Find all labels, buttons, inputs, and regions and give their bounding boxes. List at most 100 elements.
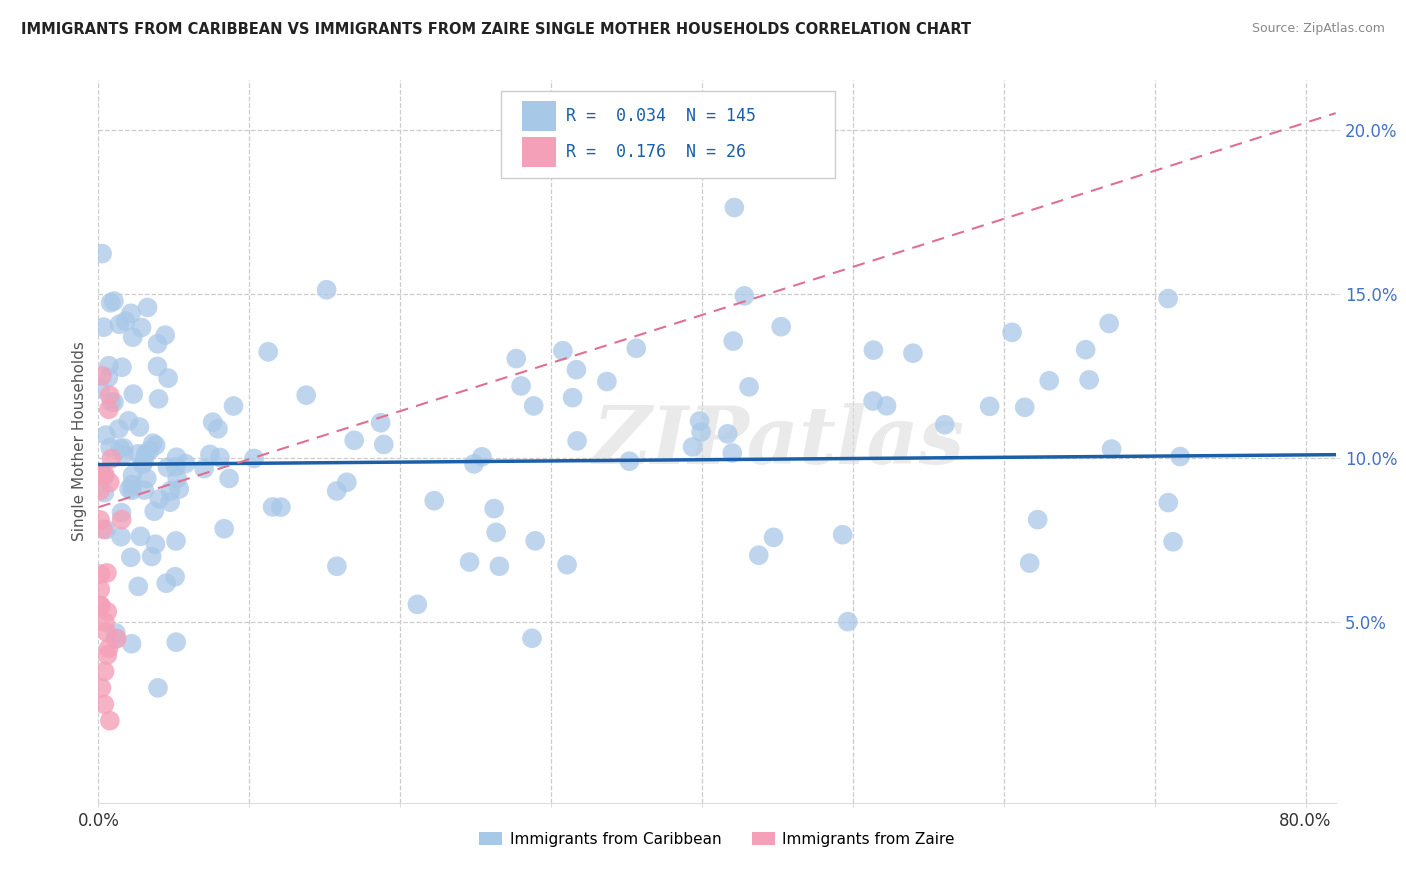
Point — [122, 387, 145, 401]
Point — [1026, 513, 1049, 527]
Point — [343, 434, 366, 448]
Point — [89, 567, 111, 582]
Point — [121, 468, 143, 483]
Point — [93, 665, 115, 679]
Point — [104, 632, 127, 646]
Point — [901, 346, 924, 360]
Bar — [522, 101, 557, 131]
Point — [463, 457, 485, 471]
Point — [141, 549, 163, 564]
Point — [93, 320, 115, 334]
Point — [136, 301, 159, 315]
Point — [198, 447, 221, 461]
Point — [166, 472, 188, 486]
Point — [89, 599, 111, 613]
Point — [482, 501, 505, 516]
Point — [520, 632, 543, 646]
Point — [134, 483, 156, 497]
Point — [423, 493, 446, 508]
Point — [1078, 373, 1101, 387]
Point — [96, 648, 118, 662]
Point — [148, 491, 170, 506]
Point — [90, 681, 112, 695]
Point — [862, 394, 884, 409]
Point — [96, 523, 118, 537]
Point — [93, 698, 115, 712]
Point — [138, 443, 160, 458]
Point — [90, 368, 112, 383]
Point — [619, 454, 641, 468]
Point — [90, 599, 112, 613]
Point — [218, 471, 240, 485]
Point — [103, 395, 125, 409]
Point — [471, 450, 494, 464]
Point — [1168, 450, 1191, 464]
Point — [107, 422, 129, 436]
Point — [146, 336, 169, 351]
Point — [1074, 343, 1097, 357]
Point — [1098, 317, 1121, 331]
Point — [93, 467, 115, 482]
Point — [682, 440, 704, 454]
Point — [100, 395, 122, 409]
Point — [110, 506, 132, 520]
Point — [1161, 534, 1184, 549]
Point — [156, 460, 179, 475]
Point — [112, 447, 135, 461]
Point — [458, 555, 481, 569]
Point — [565, 362, 588, 376]
Text: IMMIGRANTS FROM CARIBBEAN VS IMMIGRANTS FROM ZAIRE SINGLE MOTHER HOUSEHOLDS CORR: IMMIGRANTS FROM CARIBBEAN VS IMMIGRANTS … — [21, 22, 972, 37]
Point — [135, 446, 157, 460]
Point — [596, 375, 619, 389]
Point — [505, 351, 527, 366]
Point — [91, 246, 114, 260]
Point — [193, 461, 215, 475]
Point — [723, 201, 745, 215]
Point — [142, 436, 165, 450]
Point — [690, 425, 713, 439]
Point — [222, 399, 245, 413]
Point — [146, 681, 169, 695]
Point — [89, 582, 111, 597]
Point — [100, 451, 122, 466]
Point — [721, 446, 744, 460]
Point — [100, 295, 122, 310]
Point — [96, 625, 118, 640]
Point — [127, 579, 149, 593]
Point — [201, 415, 224, 429]
Y-axis label: Single Mother Households: Single Mother Households — [72, 342, 87, 541]
Point — [108, 318, 131, 332]
Point — [159, 483, 181, 498]
Point — [717, 426, 740, 441]
Point — [97, 359, 120, 373]
Point — [121, 637, 143, 651]
Point — [135, 471, 157, 485]
Point — [876, 399, 898, 413]
Point — [524, 533, 547, 548]
Point — [117, 414, 139, 428]
Point — [120, 306, 142, 320]
Point — [561, 391, 583, 405]
Point — [565, 434, 588, 448]
Point — [98, 440, 121, 454]
Point — [485, 525, 508, 540]
Point — [733, 289, 755, 303]
Point — [94, 615, 117, 630]
Point — [96, 566, 118, 580]
Point — [145, 438, 167, 452]
Point — [89, 483, 111, 498]
Text: Source: ZipAtlas.com: Source: ZipAtlas.com — [1251, 22, 1385, 36]
Point — [315, 283, 337, 297]
Point — [326, 559, 349, 574]
Point — [98, 475, 121, 490]
Point — [748, 548, 770, 562]
Point — [1014, 401, 1036, 415]
Point — [862, 343, 884, 358]
Point — [155, 328, 177, 343]
Point — [257, 344, 280, 359]
Point — [262, 500, 284, 514]
Point — [1018, 556, 1040, 570]
Point — [98, 714, 121, 728]
Point — [1157, 292, 1180, 306]
Point — [93, 469, 115, 483]
